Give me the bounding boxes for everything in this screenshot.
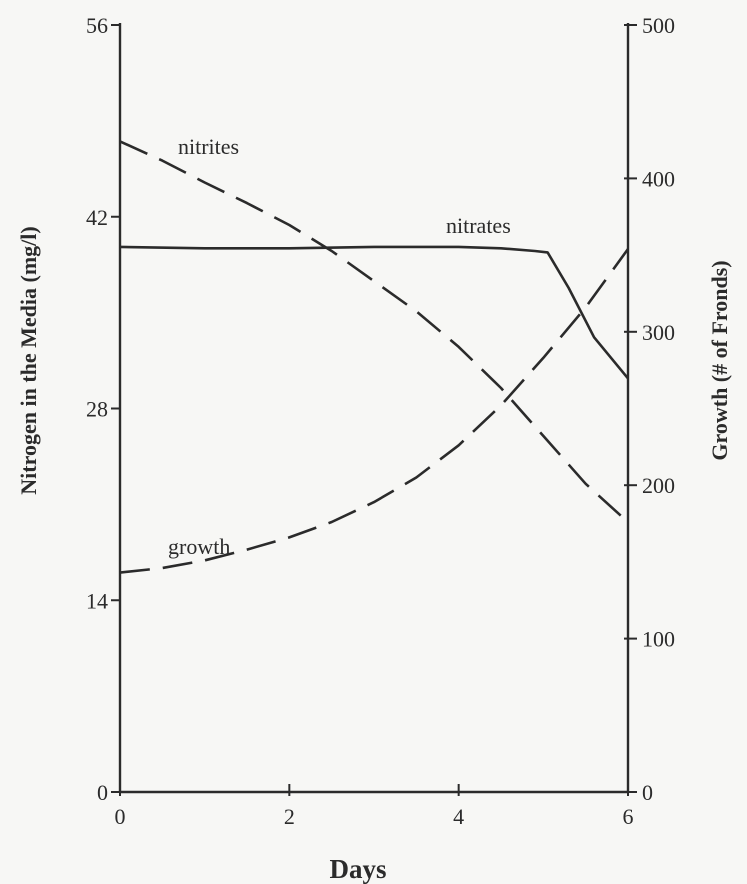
series-label-nitrates: nitrates bbox=[446, 213, 511, 238]
right-y-tick-label: 0 bbox=[642, 780, 653, 805]
right-y-tick-label: 200 bbox=[642, 473, 675, 498]
x-axis-title: Days bbox=[329, 854, 386, 884]
right-y-axis-title: Growth (# of Fronds) bbox=[707, 260, 732, 460]
series-label-growth: growth bbox=[168, 534, 230, 559]
right-y-tick-label: 100 bbox=[642, 627, 675, 652]
series-line-nitrites bbox=[119, 140, 629, 524]
series-layer bbox=[119, 140, 630, 574]
left-y-axis-title: Nitrogen in the Media (mg/l) bbox=[16, 226, 41, 494]
series-line-growth bbox=[119, 248, 630, 574]
series-line-nitrates bbox=[119, 245, 630, 380]
left-y-tick-label: 56 bbox=[86, 13, 108, 38]
x-tick-label: 4 bbox=[453, 804, 464, 829]
x-tick-label: 6 bbox=[623, 804, 634, 829]
right-y-tick-label: 400 bbox=[642, 166, 675, 191]
right-y-tick-label: 500 bbox=[642, 13, 675, 38]
left-y-tick-label: 0 bbox=[97, 780, 108, 805]
x-tick-label: 0 bbox=[115, 804, 126, 829]
series-label-nitrites: nitrites bbox=[178, 134, 239, 159]
right-y-tick-label: 300 bbox=[642, 320, 675, 345]
labels-layer: nitrites nitrates growth bbox=[168, 134, 511, 559]
left-y-tick-label: 28 bbox=[86, 397, 108, 422]
left-y-tick-label: 42 bbox=[86, 205, 108, 230]
x-tick-label: 2 bbox=[284, 804, 295, 829]
left-y-tick-label: 14 bbox=[86, 588, 108, 613]
axes: 0 14 28 42 56 0 100 200 300 400 500 0 2 4 6 Days Nitroge… bbox=[16, 13, 732, 884]
